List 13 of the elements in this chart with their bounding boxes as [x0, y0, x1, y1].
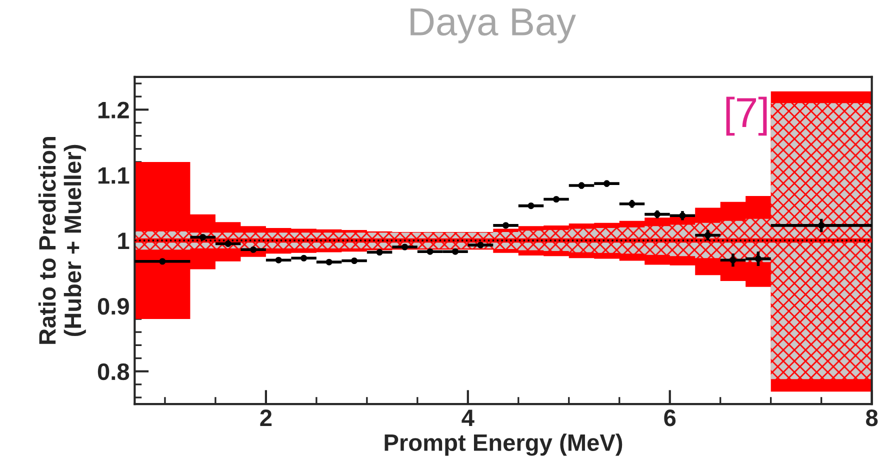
x-tick-label: 4: [462, 410, 474, 426]
x-tick-label: 2: [260, 410, 272, 426]
y-tick-label: 0.9: [98, 298, 129, 315]
y-tick-label: 1.2: [98, 102, 129, 118]
x-tick-label: 6: [664, 410, 676, 426]
x-axis-title: Prompt Energy (MeV): [384, 434, 622, 456]
y-tick-label: 0.8: [98, 363, 130, 380]
y-axis-title: Ratio to Prediction (Huber + Mueller): [38, 137, 86, 344]
annotation: [7]: [726, 96, 767, 136]
y-tick-label: 1.1: [98, 167, 130, 184]
chart-title: Daya Bay: [410, 8, 576, 44]
y-tick-label: 1: [118, 232, 130, 250]
x-tick-label: 8: [866, 410, 878, 426]
